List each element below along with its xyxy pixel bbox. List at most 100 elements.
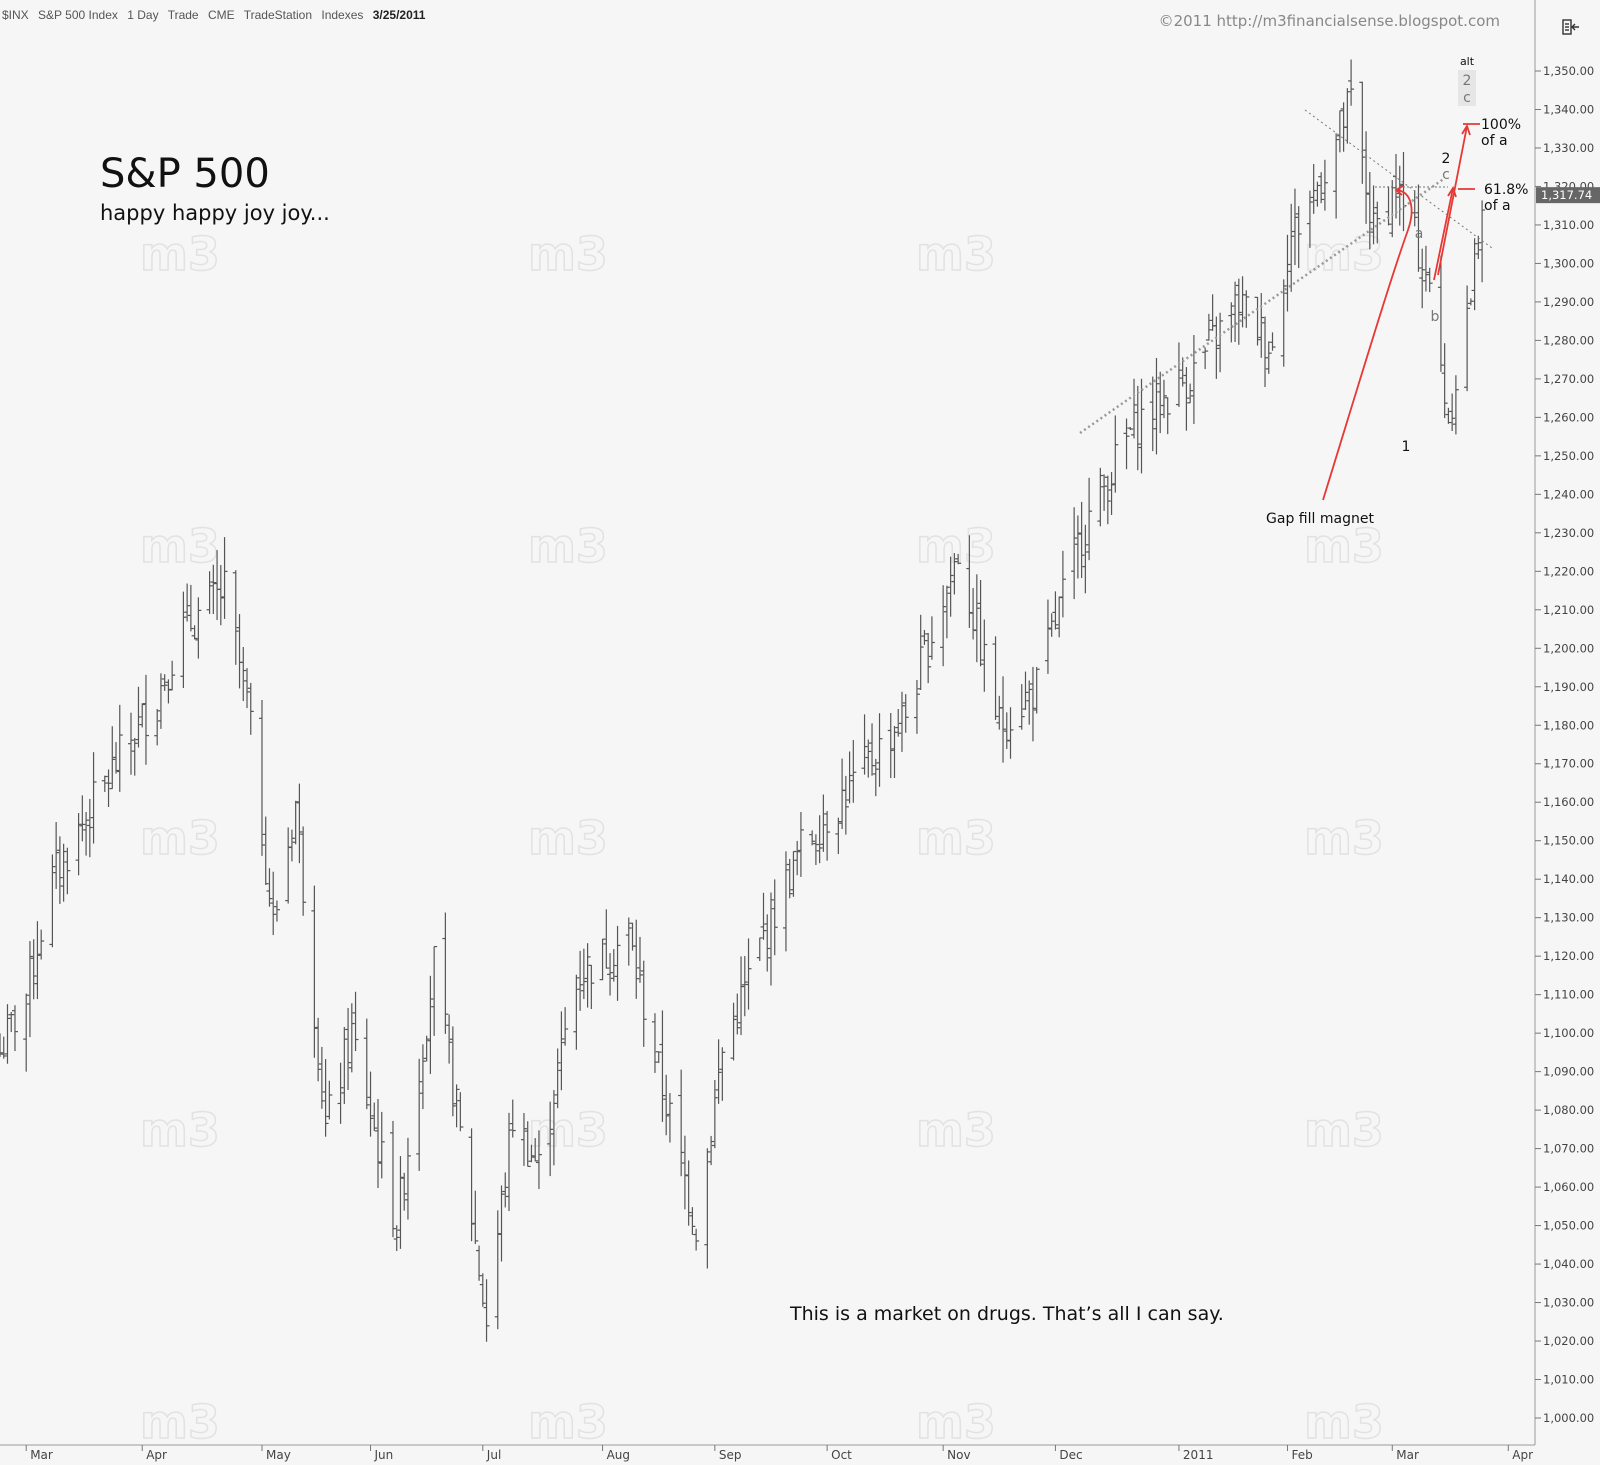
y-tick-label: 1,340.00: [1543, 102, 1594, 116]
ohlc-bar: [1370, 185, 1377, 245]
ohlc-bar: [1441, 343, 1448, 419]
ohlc-bar: [756, 937, 763, 961]
ohlc-bar: [1112, 415, 1119, 493]
ohlc-bar: [1059, 550, 1066, 618]
ohlc-bar: [1205, 313, 1212, 341]
ohlc-bar: [1179, 357, 1186, 387]
watermark-text: m3: [528, 519, 608, 573]
projection-arrow-618: [1433, 187, 1454, 281]
ohlc-bar: [524, 1121, 531, 1168]
ohlc-bar: [483, 1279, 490, 1342]
upper-trendline: [1304, 109, 1493, 249]
ohlc-bar: [502, 1172, 509, 1208]
ohlc-bar: [1445, 407, 1452, 424]
y-tick-label: 1,030.00: [1543, 1296, 1594, 1310]
ohlc-bar: [191, 625, 198, 640]
ohlc-bar: [476, 1245, 483, 1281]
ohlc-bar: [715, 1039, 722, 1104]
ohlc-bar: [1265, 341, 1272, 374]
ohlc-bar: [771, 879, 778, 956]
y-tick-label: 1,090.00: [1543, 1065, 1594, 1079]
ohlc-bar: [1157, 371, 1164, 434]
ohlc-bar: [1074, 515, 1081, 579]
ohlc-bar: [928, 616, 935, 660]
ohlc-bar: [1071, 507, 1078, 600]
ohlc-bar: [187, 584, 194, 632]
ohlc-bar: [1153, 358, 1160, 455]
ohlc-bar: [416, 1058, 423, 1171]
panel-toggle-icon[interactable]: [1562, 19, 1579, 35]
ohlc-bar: [371, 1102, 378, 1132]
ohlc-bar: [812, 834, 819, 866]
x-tick-label: Mar: [30, 1448, 53, 1462]
projection-arrow-100: [1437, 125, 1468, 276]
ohlc-bar: [453, 1084, 460, 1128]
ohlc-bar: [1033, 666, 1040, 714]
ohlc-bar: [1029, 666, 1036, 742]
ohlc-bar: [0, 1033, 3, 1057]
y-tick-label: 1,270.00: [1543, 372, 1594, 386]
projection-arrows: [1322, 123, 1480, 501]
ohlc-bar: [547, 1101, 554, 1177]
ohlc-bar: [1007, 707, 1014, 759]
ohlc-bar: [1000, 676, 1007, 763]
watermark-text: m3: [528, 1103, 608, 1157]
ohlc-bar: [1295, 206, 1302, 269]
header-symbol: $INX: [2, 8, 29, 22]
ohlc-bar: [689, 1207, 696, 1235]
ohlc-bar: [719, 1047, 726, 1101]
ohlc-bar: [26, 941, 33, 1038]
ohlc-bar: [288, 829, 295, 862]
ohlc-bar: [745, 938, 752, 1010]
ohlc-bar: [273, 900, 280, 922]
header-name: S&P 500 Index: [38, 8, 118, 22]
ohlc-bar: [1258, 293, 1265, 358]
ohlc-bar: [1190, 335, 1197, 424]
y-tick-label: 1,290.00: [1543, 295, 1594, 309]
ohlc-bar: [835, 817, 842, 854]
ohlc-bar: [663, 1074, 670, 1136]
ohlc-bar: [913, 680, 920, 734]
y-tick-label: 1,020.00: [1543, 1334, 1594, 1348]
watermark-text: m3: [140, 1395, 220, 1449]
ohlc-bar: [135, 686, 142, 748]
ohlc-bar: [636, 936, 643, 983]
ohlc-bar: [1280, 279, 1287, 367]
ohlc-bar: [1284, 234, 1291, 312]
y-tick-label: 1,260.00: [1543, 410, 1594, 424]
ohlc-bar: [651, 1013, 658, 1073]
ohlc-bar: [1314, 181, 1321, 207]
ohlc-bar: [457, 1092, 464, 1132]
ohlc-bar: [157, 673, 164, 729]
ohlc-bar: [1202, 347, 1209, 370]
ohlc-bar: [217, 565, 224, 626]
watermark-text: m3: [140, 227, 220, 281]
ohlc-bar: [38, 929, 45, 960]
ohlc-bar: [685, 1160, 692, 1226]
y-tick-label: 1,210.00: [1543, 603, 1594, 617]
y-tick-label: 1,150.00: [1543, 834, 1594, 848]
ohlc-bar: [973, 574, 980, 663]
gap-fill-arrow: [1322, 189, 1413, 501]
ohlc-bar: [1318, 172, 1325, 204]
x-tick-label: Dec: [1059, 1448, 1082, 1462]
ohlc-bar: [816, 815, 823, 864]
ohlc-bar: [292, 800, 299, 845]
ohlc-bar: [244, 668, 251, 709]
ohlc-bar: [131, 737, 138, 776]
ohlc-bar: [1131, 378, 1138, 439]
y-tick-label: 1,160.00: [1543, 795, 1594, 809]
ohlc-bar: [1228, 302, 1235, 343]
ohlc-bar: [898, 691, 905, 752]
fib-100-sub-label: of a: [1481, 133, 1508, 149]
y-tick-label: 1,330.00: [1543, 141, 1594, 155]
watermark-text: m3: [916, 227, 996, 281]
ohlc-bar: [8, 1012, 15, 1033]
ohlc-bar: [610, 949, 617, 982]
ohlc-bar: [678, 1069, 685, 1177]
alt-wave-c-label: c: [1463, 90, 1471, 106]
ohlc-bar: [247, 682, 254, 735]
ohlc-bar: [891, 725, 898, 778]
ohlc-bar: [580, 948, 587, 1000]
ohlc-bar: [764, 914, 771, 972]
